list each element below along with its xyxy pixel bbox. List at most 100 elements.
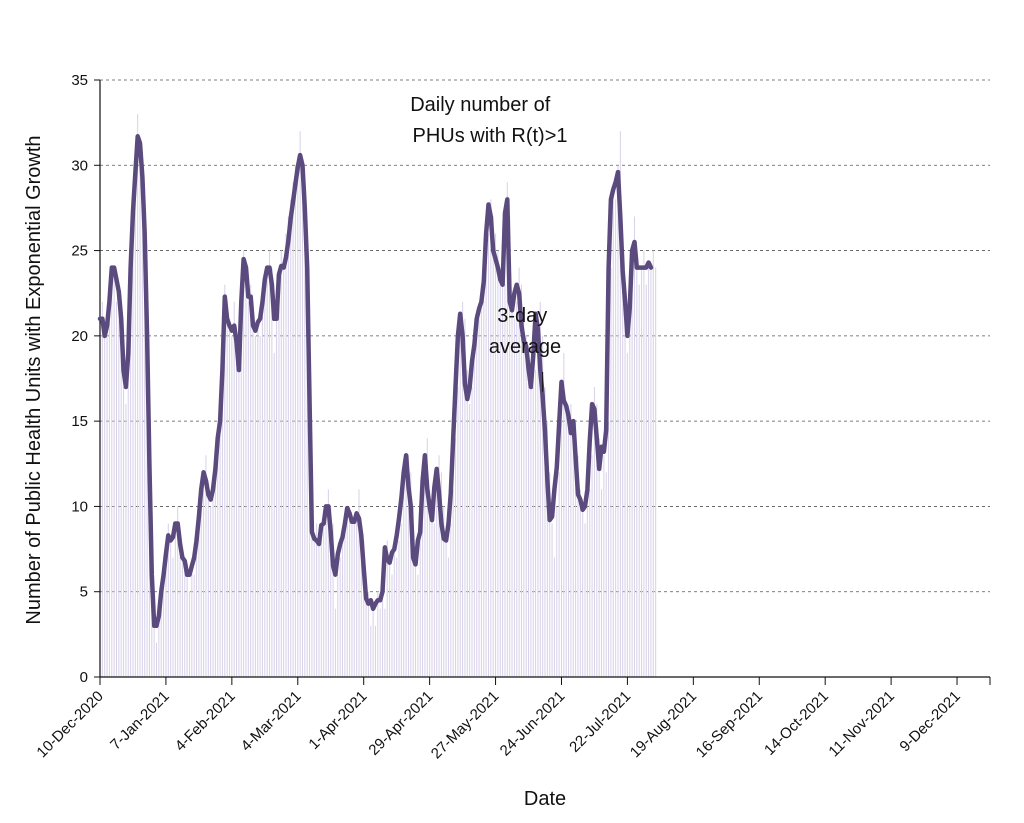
daily-bar <box>301 165 304 678</box>
daily-bar <box>520 284 522 677</box>
daily-bar <box>412 506 414 677</box>
daily-bar <box>586 506 588 677</box>
daily-bar <box>440 472 442 677</box>
daily-bar <box>160 591 162 677</box>
x-tick-label: 1-Apr-2021 <box>305 688 370 753</box>
daily-bar <box>445 540 447 677</box>
daily-bar <box>108 284 110 677</box>
daily-bar <box>111 267 113 677</box>
daily-bar <box>499 267 501 677</box>
daily-bar <box>360 523 362 677</box>
daily-bar <box>349 506 351 677</box>
daily-bar <box>396 557 398 677</box>
daily-bar <box>624 301 626 677</box>
daily-bar <box>323 523 325 677</box>
daily-bar <box>137 114 139 678</box>
daily-bar <box>196 557 198 677</box>
daily-bar <box>318 540 320 677</box>
daily-bar <box>570 404 572 677</box>
daily-bar <box>141 182 143 678</box>
daily-bar <box>332 523 334 677</box>
daily-bar <box>490 199 492 677</box>
daily-bar <box>563 352 565 677</box>
daily-bar <box>584 523 586 677</box>
daily-bar <box>417 574 419 677</box>
y-tick-label: 10 <box>71 498 88 515</box>
daily-bar <box>403 489 405 677</box>
daily-bar <box>280 250 282 678</box>
daily-bar <box>591 455 593 677</box>
daily-bar <box>636 267 638 677</box>
daily-bar <box>294 165 296 678</box>
daily-bar <box>568 421 570 677</box>
daily-bar <box>464 318 466 677</box>
daily-bar <box>511 301 513 677</box>
daily-bar <box>379 608 381 677</box>
daily-bar <box>106 318 108 677</box>
daily-bar <box>544 387 546 677</box>
x-tick-label: 9-Dec-2021 <box>896 688 963 755</box>
daily-bar <box>497 250 499 678</box>
daily-bar <box>297 165 299 678</box>
daily-bar <box>181 557 183 677</box>
daily-bar <box>167 523 169 677</box>
x-tick-label: 27-May-2021 <box>428 688 503 763</box>
daily-bar <box>518 267 520 677</box>
daily-bar <box>382 591 384 677</box>
daily-bar <box>410 472 412 677</box>
daily-bar <box>631 250 633 678</box>
daily-bar <box>560 421 563 677</box>
daily-bar <box>330 506 332 677</box>
daily-bar <box>422 523 424 677</box>
daily-bar <box>523 318 525 677</box>
daily-bar <box>153 625 155 677</box>
x-axis-title: Date <box>524 788 566 810</box>
daily-bar <box>603 455 605 677</box>
x-tick-label: 11-Nov-2021 <box>825 688 898 761</box>
daily-bar <box>320 540 322 677</box>
daily-bar <box>259 335 261 677</box>
daily-bar <box>337 574 339 677</box>
daily-bar <box>250 284 252 677</box>
daily-bar <box>619 131 621 677</box>
daily-bar <box>370 625 372 677</box>
daily-bar <box>264 284 266 677</box>
daily-bar <box>309 404 311 677</box>
x-tick-label: 29-Apr-2021 <box>365 688 436 759</box>
daily-bar <box>542 335 544 677</box>
daily-bar <box>532 387 534 677</box>
daily-bar <box>389 557 391 677</box>
daily-bar <box>617 165 619 678</box>
daily-bar <box>344 523 346 677</box>
daily-bar <box>466 369 468 677</box>
daily-bar <box>438 455 440 677</box>
daily-bar <box>516 301 518 677</box>
daily-bar <box>125 404 127 677</box>
daily-bar <box>304 216 306 677</box>
axes <box>99 80 990 678</box>
daily-bar <box>254 335 256 677</box>
daily-bar <box>629 301 631 677</box>
daily-bar <box>276 301 278 677</box>
daily-bar <box>290 199 292 677</box>
daily-bar <box>459 335 461 677</box>
daily-bar <box>462 301 464 677</box>
daily-bar <box>641 267 643 677</box>
daily-bar <box>513 318 515 677</box>
daily-bar <box>144 233 146 677</box>
y-axis-title: Number of Public Health Units with Expon… <box>23 135 45 624</box>
daily-bar <box>306 284 308 677</box>
daily-bar <box>398 540 400 677</box>
daily-bar <box>652 250 654 678</box>
daily-bar <box>268 250 271 678</box>
daily-bar <box>101 301 103 677</box>
daily-bar <box>118 284 120 677</box>
daily-bar <box>400 523 402 677</box>
daily-bar <box>299 131 301 677</box>
daily-bar <box>450 523 452 677</box>
daily-bar <box>419 540 421 677</box>
daily-bar <box>283 267 285 677</box>
daily-bar <box>365 574 367 677</box>
daily-bar <box>236 335 238 677</box>
daily-bar <box>527 352 530 677</box>
